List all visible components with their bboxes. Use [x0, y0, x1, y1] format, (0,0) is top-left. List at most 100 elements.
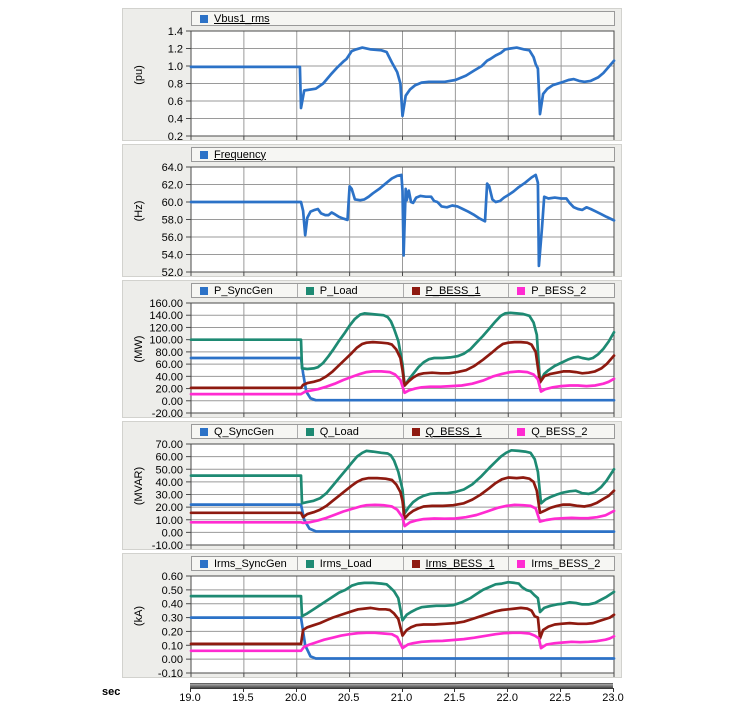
y-tick-label: 0.50: [162, 585, 183, 597]
series-curve-P_BESS_1[interactable]: [189, 340, 616, 390]
y-tick-label: 60.0: [162, 197, 183, 209]
plot-frame-stack: (pu) Vbus1_rms 1.4 1.2 1.0 0.8 0.6 0.4 0.2 (Hz…: [122, 8, 622, 678]
y-tick-label: 70.00: [155, 439, 183, 451]
panel-reactive-power: (MVAR) Q_SyncGen Q_Load Q_BESS_1 Q_BESS_2 7…: [122, 421, 622, 550]
legend-color-swatch: [517, 559, 526, 568]
legend-label: Irms_SyncGen: [214, 557, 287, 570]
time-tick-label: 21.0: [390, 692, 413, 704]
time-tick-mark: [507, 688, 509, 692]
y-tick-label: 64.0: [162, 162, 183, 174]
plot-svg-reactive-power: 70.0060.0050.0040.0030.0020.0010.000.00-…: [152, 439, 616, 550]
y-tick-label: 0.40: [162, 599, 183, 611]
series-curve-Q_SyncGen[interactable]: [189, 503, 616, 533]
legend-item-Q_BESS_1[interactable]: Q_BESS_1: [404, 425, 510, 438]
legend-bar: Irms_SyncGen Irms_Load Irms_BESS_1 Irms_BES…: [191, 556, 615, 571]
legend-item-P_SyncGen[interactable]: P_SyncGen: [192, 284, 298, 297]
panel-frequency: (Hz) Frequency 64.0 62.0 60.0 58.0 56.0 54.0 5…: [122, 144, 622, 277]
legend-color-swatch: [517, 286, 526, 295]
series-curve-P_Load[interactable]: [189, 311, 616, 387]
time-tick-mark: [613, 688, 614, 692]
legend-item-P_BESS_2[interactable]: P_BESS_2: [509, 284, 614, 297]
series-curve-Vbus1_rms[interactable]: [189, 46, 616, 118]
legend-item-Q_BESS_2[interactable]: Q_BESS_2: [509, 425, 614, 438]
legend-label: P_SyncGen: [214, 284, 273, 297]
y-tick-label: 80.00: [155, 347, 183, 359]
series-curve-Q_BESS_2[interactable]: [189, 503, 616, 528]
series-curve-Irms_BESS_2[interactable]: [189, 631, 616, 653]
series-curve-Q_Load[interactable]: [189, 448, 616, 515]
y-tick-label: 0.4: [168, 114, 183, 126]
legend-label: Q_BESS_1: [425, 425, 482, 438]
time-axis-unit: sec: [102, 686, 121, 698]
series-curve-Irms_SyncGen[interactable]: [189, 616, 616, 660]
y-tick-label: 0.00: [162, 527, 183, 539]
legend-item-Q_SyncGen[interactable]: Q_SyncGen: [192, 425, 298, 438]
time-tick-label: 20.0: [285, 692, 307, 704]
legend-label: Q_Load: [319, 425, 359, 438]
y-tick-label: 56.0: [162, 232, 183, 244]
series-curve-P_BESS_2[interactable]: [189, 370, 616, 396]
time-tick-mark: [454, 688, 456, 692]
plot-svg-current: 0.60 0.50 0.40 0.300.20 0.10 0.00 -0.10: [158, 571, 616, 678]
legend-color-swatch: [200, 427, 208, 436]
legend-label: Vbus1_rms: [214, 12, 270, 25]
y-tick-label: 0.10: [162, 640, 183, 652]
series-curve-Q_BESS_1[interactable]: [189, 476, 616, 520]
legend-item-P_BESS_1[interactable]: P_BESS_1: [404, 284, 510, 297]
legend-label: Q_BESS_2: [531, 425, 588, 438]
time-tick-label: 22.5: [549, 692, 571, 704]
legend-color-swatch: [411, 286, 420, 295]
y-tick-label: 0.00: [162, 654, 183, 666]
legend-item-Irms_BESS_2[interactable]: Irms_BESS_2: [509, 557, 614, 570]
legend-item-Frequency[interactable]: Frequency: [192, 148, 614, 161]
y-tick-label: 40.00: [155, 477, 183, 489]
legend-item-Irms_BESS_1[interactable]: Irms_BESS_1: [404, 557, 510, 570]
y-tick-label: 62.0: [162, 180, 183, 192]
legend-color-swatch: [200, 150, 208, 159]
y-tick-label: 30.00: [155, 490, 183, 502]
panel-current: (kA) Irms_SyncGen Irms_Load Irms_BESS_1 Irm…: [122, 553, 622, 678]
y-tick-label: 0.2: [168, 131, 183, 141]
time-tick-mark: [190, 688, 191, 692]
y-tick-label: 0.20: [162, 626, 183, 638]
y-tick-label: 1.0: [168, 61, 183, 73]
y-tick-label: 60.00: [155, 452, 183, 464]
legend-item-Irms_SyncGen[interactable]: Irms_SyncGen: [192, 557, 298, 570]
time-axis: sec 19.0 19.5 20.0 20.5 21.0 21.5 22.0 22.5 23.0: [100, 680, 630, 707]
panel-vbus: (pu) Vbus1_rms 1.4 1.2 1.0 0.8 0.6 0.4 0.2: [122, 8, 622, 141]
legend-color-swatch: [200, 559, 208, 568]
legend-color-swatch: [305, 559, 314, 568]
y-tick-label: 50.00: [155, 464, 183, 476]
plot-svg-active-power: 160.00140.00120.00100.0080.0060.0040.002…: [149, 298, 616, 418]
legend-color-swatch: [411, 427, 420, 436]
time-tick-label: 23.0: [602, 692, 624, 704]
y-tick-label: 1.2: [168, 44, 183, 56]
y-tick-label: -10.00: [152, 540, 183, 550]
y-tick-label: 1.4: [168, 26, 183, 38]
time-tick-label: 20.5: [337, 692, 360, 704]
series-curve-Irms_BESS_1[interactable]: [189, 606, 616, 646]
time-axis-scrollbar[interactable]: [190, 683, 613, 689]
y-tick-label: 100.00: [149, 335, 183, 347]
legend-item-Vbus1_rms[interactable]: Vbus1_rms: [192, 12, 614, 25]
series-curve-Irms_Load[interactable]: [189, 580, 616, 622]
time-tick-mark: [401, 688, 403, 692]
legend-label: Frequency: [214, 148, 266, 161]
y-tick-label: 160.00: [149, 298, 183, 310]
legend-bar: Frequency: [191, 147, 615, 162]
legend-bar: Vbus1_rms: [191, 11, 615, 26]
y-tick-label: 20.00: [155, 502, 183, 514]
time-tick-mark: [242, 688, 244, 692]
legend-color-swatch: [411, 559, 420, 568]
y-tick-label: 58.0: [162, 215, 183, 227]
legend-item-Q_Load[interactable]: Q_Load: [298, 425, 404, 438]
y-tick-label: 0.60: [162, 571, 183, 583]
legend-item-Irms_Load[interactable]: Irms_Load: [298, 557, 404, 570]
legend-label: Irms_BESS_2: [531, 557, 601, 570]
plot-svg-frequency: 64.0 62.0 60.0 58.0 56.0 54.0 52.0: [162, 162, 616, 277]
legend-item-P_Load[interactable]: P_Load: [298, 284, 404, 297]
series-curve-Frequency[interactable]: [189, 173, 616, 268]
panel-active-power: (MW) P_SyncGen P_Load P_BESS_1 P_BESS_2 160…: [122, 280, 622, 418]
time-tick-label: 19.0: [179, 692, 201, 704]
time-tick-label: 22.0: [496, 692, 518, 704]
